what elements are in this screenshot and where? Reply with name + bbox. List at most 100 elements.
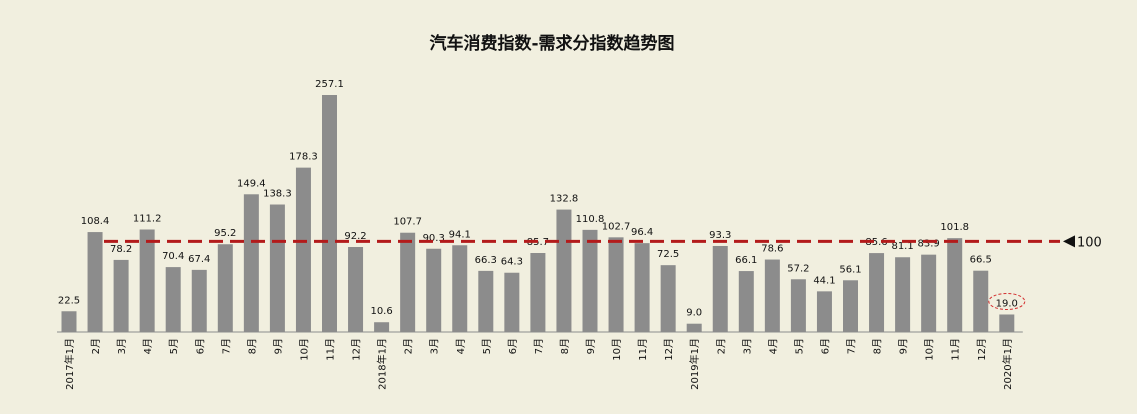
bar-2 xyxy=(113,259,129,332)
bar-18 xyxy=(530,253,546,332)
category-label-2: 3月 xyxy=(116,338,128,354)
bar-7 xyxy=(243,194,259,332)
category-label-0: 2017年1月 xyxy=(63,338,76,390)
category-label-19: 8月 xyxy=(559,338,571,354)
value-label-26: 66.1 xyxy=(735,255,757,266)
category-label-32: 9月 xyxy=(898,338,910,354)
bar-17 xyxy=(504,272,520,332)
bar-29 xyxy=(816,291,832,332)
category-label-22: 11月 xyxy=(637,338,649,361)
value-label-6: 95.2 xyxy=(214,228,236,239)
bar-32 xyxy=(895,257,911,332)
value-label-32: 81.1 xyxy=(891,241,913,252)
category-label-25: 2月 xyxy=(715,338,727,354)
bar-3 xyxy=(139,229,155,332)
value-label-3: 111.2 xyxy=(133,213,162,224)
category-label-6: 7月 xyxy=(220,338,232,354)
bar-21 xyxy=(608,237,624,332)
category-label-24: 2019年1月 xyxy=(688,338,701,390)
value-label-4: 70.4 xyxy=(162,251,184,262)
bars-group xyxy=(61,95,1015,332)
bar-15 xyxy=(452,245,468,332)
value-label-29: 44.1 xyxy=(813,275,835,286)
category-labels-group: 2017年1月 2月 3月 4月 5月 6月 7月 8月 9月 10月 11月 12月 2018年1月 2… xyxy=(63,338,1014,390)
bar-30 xyxy=(843,280,858,332)
bar-34 xyxy=(947,238,963,332)
bar-9 xyxy=(295,167,311,332)
category-label-31: 8月 xyxy=(872,338,884,354)
value-label-9: 178.3 xyxy=(289,152,318,163)
bar-8 xyxy=(269,204,285,332)
bar-19 xyxy=(556,209,572,332)
category-label-30: 7月 xyxy=(846,338,858,354)
category-label-17: 6月 xyxy=(507,338,519,354)
category-label-21: 10月 xyxy=(611,338,623,361)
category-label-29: 6月 xyxy=(819,338,831,354)
value-label-19: 132.8 xyxy=(550,194,579,205)
value-label-36: 19.0 xyxy=(996,298,1018,309)
bar-13 xyxy=(400,232,416,332)
value-label-23: 72.5 xyxy=(657,249,679,260)
bar-23 xyxy=(660,265,676,332)
category-label-27: 4月 xyxy=(767,338,779,354)
value-label-7: 149.4 xyxy=(237,178,266,189)
value-labels-group: 22.5 108.4 78.2 111.2 70.4 67.4 95.2 149.4138.3… xyxy=(58,79,1018,319)
category-label-7: 8月 xyxy=(246,338,258,354)
value-label-16: 66.3 xyxy=(475,255,497,266)
value-label-5: 67.4 xyxy=(188,254,210,265)
value-label-14: 90.3 xyxy=(423,233,445,244)
bar-10 xyxy=(322,95,337,332)
bar-11 xyxy=(348,247,364,332)
category-label-3: 4月 xyxy=(142,338,154,354)
value-label-15: 94.1 xyxy=(449,229,471,240)
category-label-15: 4月 xyxy=(455,338,467,354)
value-label-22: 96.4 xyxy=(631,227,653,238)
bar-16 xyxy=(478,270,494,332)
category-label-36: 2020年1月 xyxy=(1001,338,1014,390)
category-label-8: 9月 xyxy=(272,338,284,354)
category-label-12: 2018年1月 xyxy=(376,338,389,390)
reference-arrow-icon xyxy=(1063,235,1075,248)
category-label-35: 12月 xyxy=(976,338,988,361)
value-label-1: 108.4 xyxy=(81,216,110,227)
value-label-25: 93.3 xyxy=(709,230,731,241)
bar-5 xyxy=(191,269,207,332)
value-label-21: 102.7 xyxy=(602,221,631,232)
category-label-11: 12月 xyxy=(351,338,363,361)
category-label-1: 2月 xyxy=(90,338,102,354)
value-label-35: 66.5 xyxy=(970,255,992,266)
bar-14 xyxy=(426,248,442,332)
category-label-20: 9月 xyxy=(585,338,597,354)
category-label-10: 11月 xyxy=(325,338,337,361)
value-label-17: 64.3 xyxy=(501,257,523,268)
category-label-33: 10月 xyxy=(924,338,936,361)
bar-22 xyxy=(634,243,650,332)
bar-24 xyxy=(686,323,702,332)
bar-0 xyxy=(61,311,77,332)
category-label-4: 5月 xyxy=(168,338,180,354)
value-label-34: 101.8 xyxy=(940,222,969,233)
category-label-34: 11月 xyxy=(950,338,962,361)
bar-36 xyxy=(999,314,1015,332)
bar-25 xyxy=(712,245,728,332)
category-label-23: 12月 xyxy=(663,338,675,361)
bar-28 xyxy=(790,279,806,332)
value-label-31: 85.6 xyxy=(865,237,887,248)
category-label-16: 5月 xyxy=(481,338,493,354)
value-label-28: 57.2 xyxy=(787,263,809,274)
category-label-18: 7月 xyxy=(533,338,545,354)
value-label-20: 110.8 xyxy=(576,214,605,225)
reference-label: 100 xyxy=(1077,235,1102,250)
bar-1 xyxy=(87,232,103,332)
category-label-9: 10月 xyxy=(298,338,310,361)
value-label-12: 10.6 xyxy=(370,306,392,317)
bar-6 xyxy=(217,244,233,332)
category-label-13: 2月 xyxy=(403,338,415,354)
bar-26 xyxy=(738,271,754,332)
value-label-8: 138.3 xyxy=(263,189,292,200)
bar-12 xyxy=(374,322,390,332)
value-label-30: 56.1 xyxy=(839,264,861,275)
value-label-24: 9.0 xyxy=(686,308,702,319)
